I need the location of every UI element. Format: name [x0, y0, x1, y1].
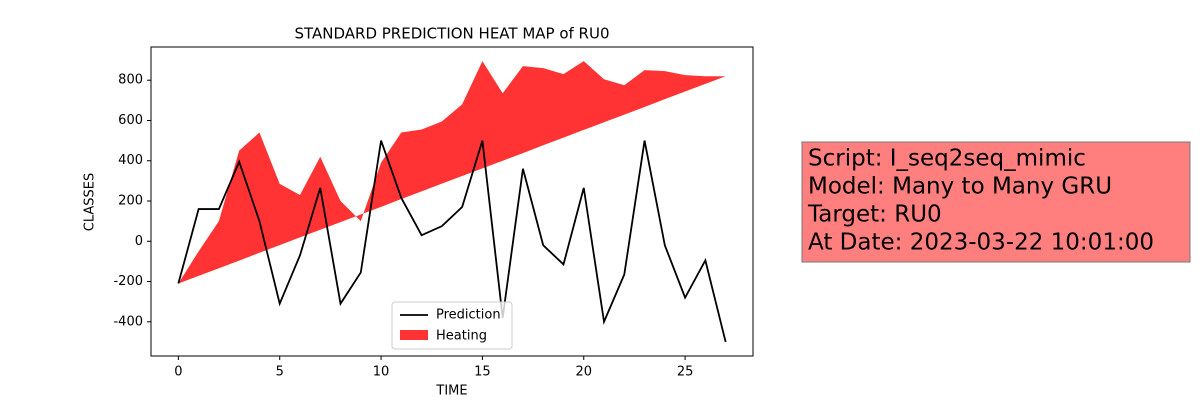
y-tick-label: 400 [118, 153, 143, 168]
legend-label: Prediction [436, 308, 501, 323]
annotation-box [801, 141, 1191, 263]
legend-swatch [400, 330, 428, 340]
annotation-line: Script: I_seq2seq_mimic [808, 146, 1086, 172]
legend-label: Heating [436, 329, 487, 344]
x-tick-label: 15 [474, 365, 491, 380]
x-tick-label: 0 [174, 365, 182, 380]
y-axis-label: CLASSES [83, 173, 98, 231]
y-tick-label: 200 [118, 193, 143, 208]
y-tick-label: 600 [118, 113, 143, 128]
x-tick-label: 10 [373, 365, 390, 380]
x-tick-label: 5 [276, 365, 284, 380]
chart-title: STANDARD PREDICTION HEAT MAP of RU0 [294, 25, 609, 43]
heating-area [178, 61, 726, 284]
y-tick-label: 0 [135, 234, 143, 249]
x-tick-label: 20 [575, 365, 592, 380]
plot-frame [150, 46, 754, 357]
y-tick-label: -400 [113, 314, 143, 329]
annotation-line: At Date: 2023-03-22 10:01:00 [808, 230, 1154, 256]
x-tick-label: 25 [677, 365, 694, 380]
annotation-line: Model: Many to Many GRU [808, 174, 1112, 200]
prediction-line [177, 140, 727, 343]
x-axis-label: TIME [435, 384, 467, 399]
annotation-line: Target: RU0 [807, 202, 942, 228]
y-tick-label: -200 [113, 274, 143, 289]
y-tick-label: 800 [118, 73, 143, 88]
